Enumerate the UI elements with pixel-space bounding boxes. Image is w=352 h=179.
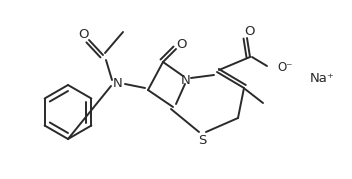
Text: S: S [198,134,206,146]
Text: O: O [177,37,187,50]
Text: O: O [245,25,255,37]
Text: O⁻: O⁻ [277,61,293,74]
Text: N: N [181,74,191,86]
Text: Na⁺: Na⁺ [310,71,335,84]
Text: N: N [113,76,123,90]
Text: O: O [78,28,88,40]
